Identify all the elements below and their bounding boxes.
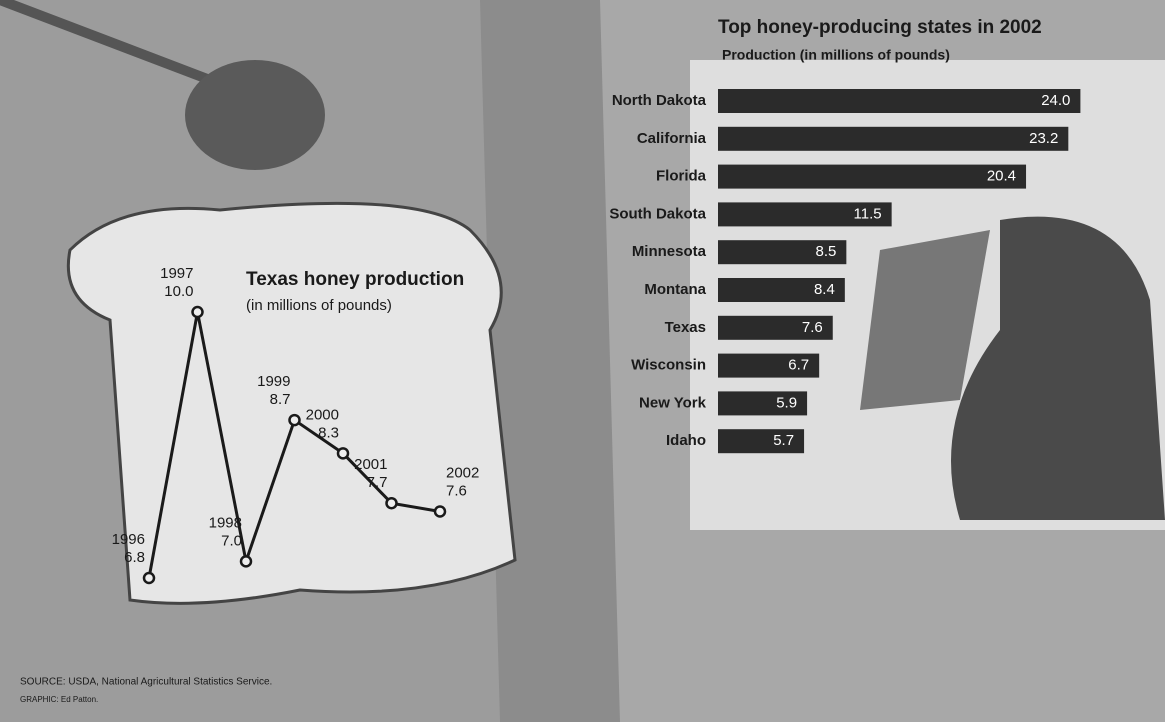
value-label: 10.0 xyxy=(164,283,193,300)
value-label: 8.5 xyxy=(815,243,836,260)
value-label: 7.6 xyxy=(802,319,823,336)
year-label: 1996 xyxy=(112,531,145,548)
year-label: 2001 xyxy=(354,456,387,473)
value-label: 8.3 xyxy=(318,424,339,441)
value-label: 23.2 xyxy=(1029,130,1058,147)
infographic: Texas honey production (in millions of p… xyxy=(0,0,1165,722)
year-label: 2000 xyxy=(306,406,339,423)
value-label: 6.8 xyxy=(124,549,145,566)
value-label: 24.0 xyxy=(1041,92,1070,109)
bar xyxy=(718,127,1068,151)
category-label: Minnesota xyxy=(632,243,707,260)
cloth xyxy=(480,0,620,722)
value-label: 7.6 xyxy=(446,482,467,499)
value-label: 8.7 xyxy=(270,391,291,408)
point xyxy=(193,307,203,317)
value-label: 6.7 xyxy=(788,357,809,374)
category-label: Montana xyxy=(644,281,706,298)
category-label: North Dakota xyxy=(612,92,707,109)
category-label: South Dakota xyxy=(609,205,706,222)
category-label: Wisconsin xyxy=(631,357,706,374)
year-label: 1998 xyxy=(209,514,242,531)
line-subtitle: (in millions of pounds) xyxy=(246,297,392,314)
category-label: Texas xyxy=(665,319,706,336)
line-title: Texas honey production xyxy=(246,269,464,290)
bar xyxy=(718,165,1026,189)
value-label: 7.7 xyxy=(367,474,388,491)
category-label: California xyxy=(637,130,707,147)
point xyxy=(338,448,348,458)
point xyxy=(241,556,251,566)
value-label: 20.4 xyxy=(987,168,1016,185)
category-label: Idaho xyxy=(666,432,706,449)
point xyxy=(290,415,300,425)
bar-title: Top honey-producing states in 2002 xyxy=(718,17,1042,38)
year-label: 2002 xyxy=(446,464,479,481)
bar-subtitle: Production (in millions of pounds) xyxy=(722,47,950,63)
page: {"chart_data": [ {"type": "line", "title… xyxy=(0,0,1165,722)
category-label: New York xyxy=(639,394,707,411)
point xyxy=(387,498,397,508)
year-label: 1999 xyxy=(257,373,290,390)
value-label: 11.5 xyxy=(854,205,882,222)
value-label: 5.7 xyxy=(773,432,794,449)
year-label: 1997 xyxy=(160,265,193,282)
credit: GRAPHIC: Ed Patton. xyxy=(20,695,98,704)
category-label: Florida xyxy=(656,168,707,185)
honey-dipper xyxy=(185,60,325,170)
point xyxy=(144,573,154,583)
value-label: 7.0 xyxy=(221,532,242,549)
source: SOURCE: USDA, National Agricultural Stat… xyxy=(20,677,272,688)
bar xyxy=(718,89,1080,113)
value-label: 8.4 xyxy=(814,281,835,298)
value-label: 5.9 xyxy=(776,394,797,411)
point xyxy=(435,507,445,517)
